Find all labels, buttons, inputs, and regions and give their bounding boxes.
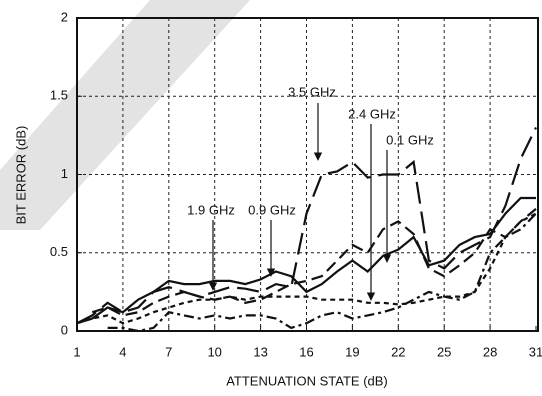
y-axis-title: BIT ERROR (dB): [13, 126, 28, 225]
annotation-label: 1.9 GHz: [187, 202, 235, 217]
x-tick-label: 31: [529, 344, 542, 359]
series-line: [107, 212, 537, 333]
x-tick-label: 16: [299, 344, 313, 359]
y-tick-label: 2: [61, 9, 68, 24]
x-tick-label: 28: [483, 344, 497, 359]
x-tick-label: 19: [345, 344, 359, 359]
y-tick-label: 1.5: [50, 88, 68, 103]
x-tick-label: 4: [119, 344, 126, 359]
x-tick-label: 10: [207, 344, 221, 359]
y-tick-label: 0.5: [50, 244, 68, 259]
x-tick-label: 1: [73, 344, 80, 359]
watermark: [0, 0, 250, 230]
x-tick-label: 25: [437, 344, 451, 359]
annotation-label: 0.1 GHz: [386, 132, 434, 147]
y-tick-label: 0: [61, 322, 68, 337]
annotation-label: 2.4 GHz: [348, 106, 396, 121]
series-line: [76, 212, 537, 325]
annotation-label: 3.5 GHz: [288, 84, 336, 99]
x-axis-title: ATTENUATION STATE (dB): [226, 373, 388, 388]
x-tick-label: 22: [391, 344, 405, 359]
y-tick-label: 1: [61, 166, 68, 181]
annotation-label: 0.9 GHz: [248, 202, 296, 217]
series-line: [91, 208, 537, 317]
x-tick-label: 13: [253, 344, 267, 359]
x-tick-label: 7: [165, 344, 172, 359]
series-line: [76, 127, 537, 325]
